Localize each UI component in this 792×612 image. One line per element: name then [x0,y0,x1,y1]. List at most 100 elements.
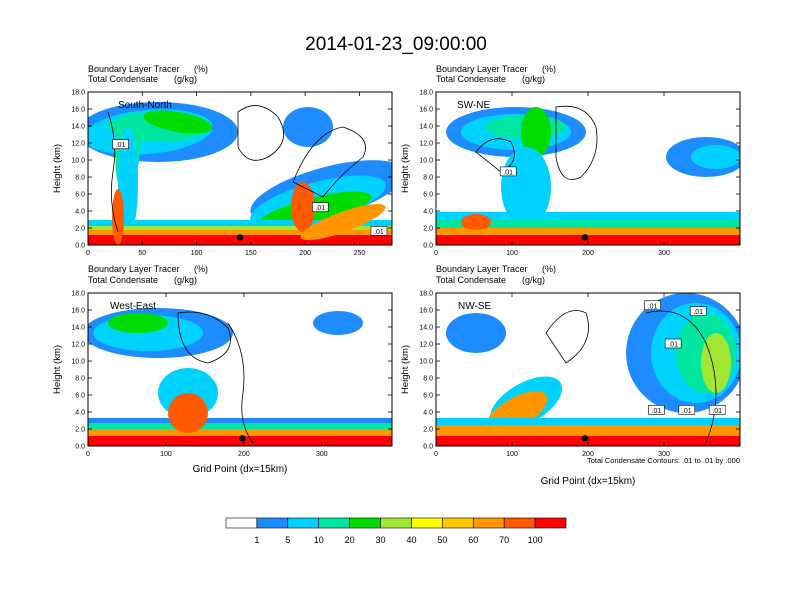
condensate-contour [227,322,254,444]
panel-south-north: Boundary Layer Tracer (%) Total Condensa… [52,64,393,257]
contour-label-box [648,404,665,415]
colorbar-label: 70 [499,535,509,545]
panel-title-tracer-unit: (%) [542,64,556,74]
heatmap-field: .01 [436,105,740,245]
contour-label: .01 [374,229,384,236]
field-band [88,436,392,446]
heatmap-field: .01 .01 .01 .01 .01 .01 [436,293,740,446]
y-tick-label: 18.0 [419,291,433,298]
panel-label: South-North [118,100,172,111]
field-blob [291,182,315,232]
y-tick-label: 8.0 [423,175,433,182]
y-tick-label: 0.0 [423,243,433,250]
colorbar-label: 60 [468,535,478,545]
contour-label-box [664,338,682,349]
y-tick-label: 4.0 [423,410,433,417]
y-tick-label: 8.0 [75,175,85,182]
y-tick-label: 6.0 [423,192,433,199]
condensate-contour [237,105,285,161]
location-marker [581,234,589,241]
y-tick-label: 6.0 [75,192,85,199]
x-tick-label: 200 [582,250,594,257]
x-tick-label: 200 [299,250,311,257]
axes: 0.0 2.0 4.0 6.0 8.0 10.0 12.0 14.0 16.0 18.0 0 100 2… [419,291,740,458]
y-tick-label: 6.0 [423,393,433,400]
y-axis-label: Height (km) [52,345,63,394]
colorbar-swatch [534,517,567,529]
figure-title: 2014-01-23_09:00:00 [305,34,487,55]
y-tick-label: 0.0 [75,243,85,250]
panel-label: SW-NE [457,100,490,111]
field-blob [283,107,333,147]
panel-title-tracer-unit: (%) [542,264,556,274]
colorbar-label: 30 [376,535,386,545]
panel-title-tracer: Boundary Layer Tracer [88,264,180,274]
x-tick-label: 100 [506,250,518,257]
contour-footnote: Total Condensate Contours: .01 to .01 by… [587,456,740,465]
location-marker [581,435,589,442]
colorbar-swatch [318,517,350,529]
contour-label: .01 [712,408,722,415]
panel-sw-ne: Boundary Layer Tracer (%) Total Condensa… [400,64,741,257]
panel-title-condensate: Total Condensate [436,74,506,84]
contour-label-box [499,166,517,177]
contour-label-box [312,202,329,212]
y-tick-label: 10.0 [419,158,433,165]
location-marker [236,234,244,241]
y-tick-label: 4.0 [423,209,433,216]
y-tick-label: 8.0 [75,376,85,383]
y-tick-label: 14.0 [71,325,85,332]
field-band [436,235,740,245]
field-blob [112,189,124,245]
colorbar-label: 1 [254,535,259,545]
field-blob [143,110,213,134]
y-tick-label: 12.0 [71,342,85,349]
contour-label: .01 [668,342,678,349]
panel-label: West-East [110,301,156,312]
contour-label: .01 [503,169,513,176]
x-axis-label: Grid Point (dx=15km) [193,464,288,475]
y-tick-label: 18.0 [71,90,85,97]
axes: 0.0 2.0 4.0 6.0 8.0 10.0 12.0 14.0 16.0 18.0 0 100 2… [71,291,392,458]
x-axis-label: Grid Point (dx=15km) [541,476,636,487]
colorbar: 1 5 10 20 30 40 50 60 70 100 [225,517,567,545]
y-tick-label: 10.0 [71,158,85,165]
colorbar-swatch [256,517,289,529]
field-blob [701,333,731,393]
contour-label: .01 [652,408,662,415]
y-tick-label: 12.0 [71,141,85,148]
axes: 0.0 2.0 4.0 6.0 8.0 10.0 12.0 14.0 16.0 18.0 0 50 10… [71,90,392,257]
y-tick-label: 10.0 [419,359,433,366]
condensate-contour [555,105,598,180]
y-tick-label: 6.0 [75,393,85,400]
y-tick-label: 18.0 [71,291,85,298]
y-axis-label: Height (km) [400,345,411,394]
contour-label: .01 [315,205,325,212]
contour-label-box [112,139,129,149]
heatmap-field [88,308,392,446]
contour-label-box [644,300,661,311]
colorbar-swatch [503,517,536,529]
x-tick-label: 100 [160,451,172,458]
x-tick-label: 300 [658,250,670,257]
contour-label: .01 [693,309,703,316]
colorbar-swatch [225,517,258,529]
y-tick-label: 16.0 [71,107,85,114]
condensate-contour [545,310,589,364]
x-tick-label: 100 [506,451,518,458]
panel-title-condensate-unit: (g/kg) [522,74,545,84]
colorbar-swatch [349,517,381,529]
colorbar-label: 50 [437,535,447,545]
x-tick-label: 300 [658,451,670,458]
panel-title-tracer-unit: (%) [194,64,208,74]
y-tick-label: 4.0 [75,209,85,216]
field-blob [691,145,740,169]
location-marker [239,435,246,442]
panel-title-tracer: Boundary Layer Tracer [436,64,528,74]
y-tick-label: 16.0 [71,308,85,315]
panel-title-condensate: Total Condensate [436,275,506,285]
x-tick-label: 300 [316,451,328,458]
y-tick-label: 2.0 [75,226,85,233]
contour-label: .01 [682,408,692,415]
x-tick-label: 100 [191,250,203,257]
